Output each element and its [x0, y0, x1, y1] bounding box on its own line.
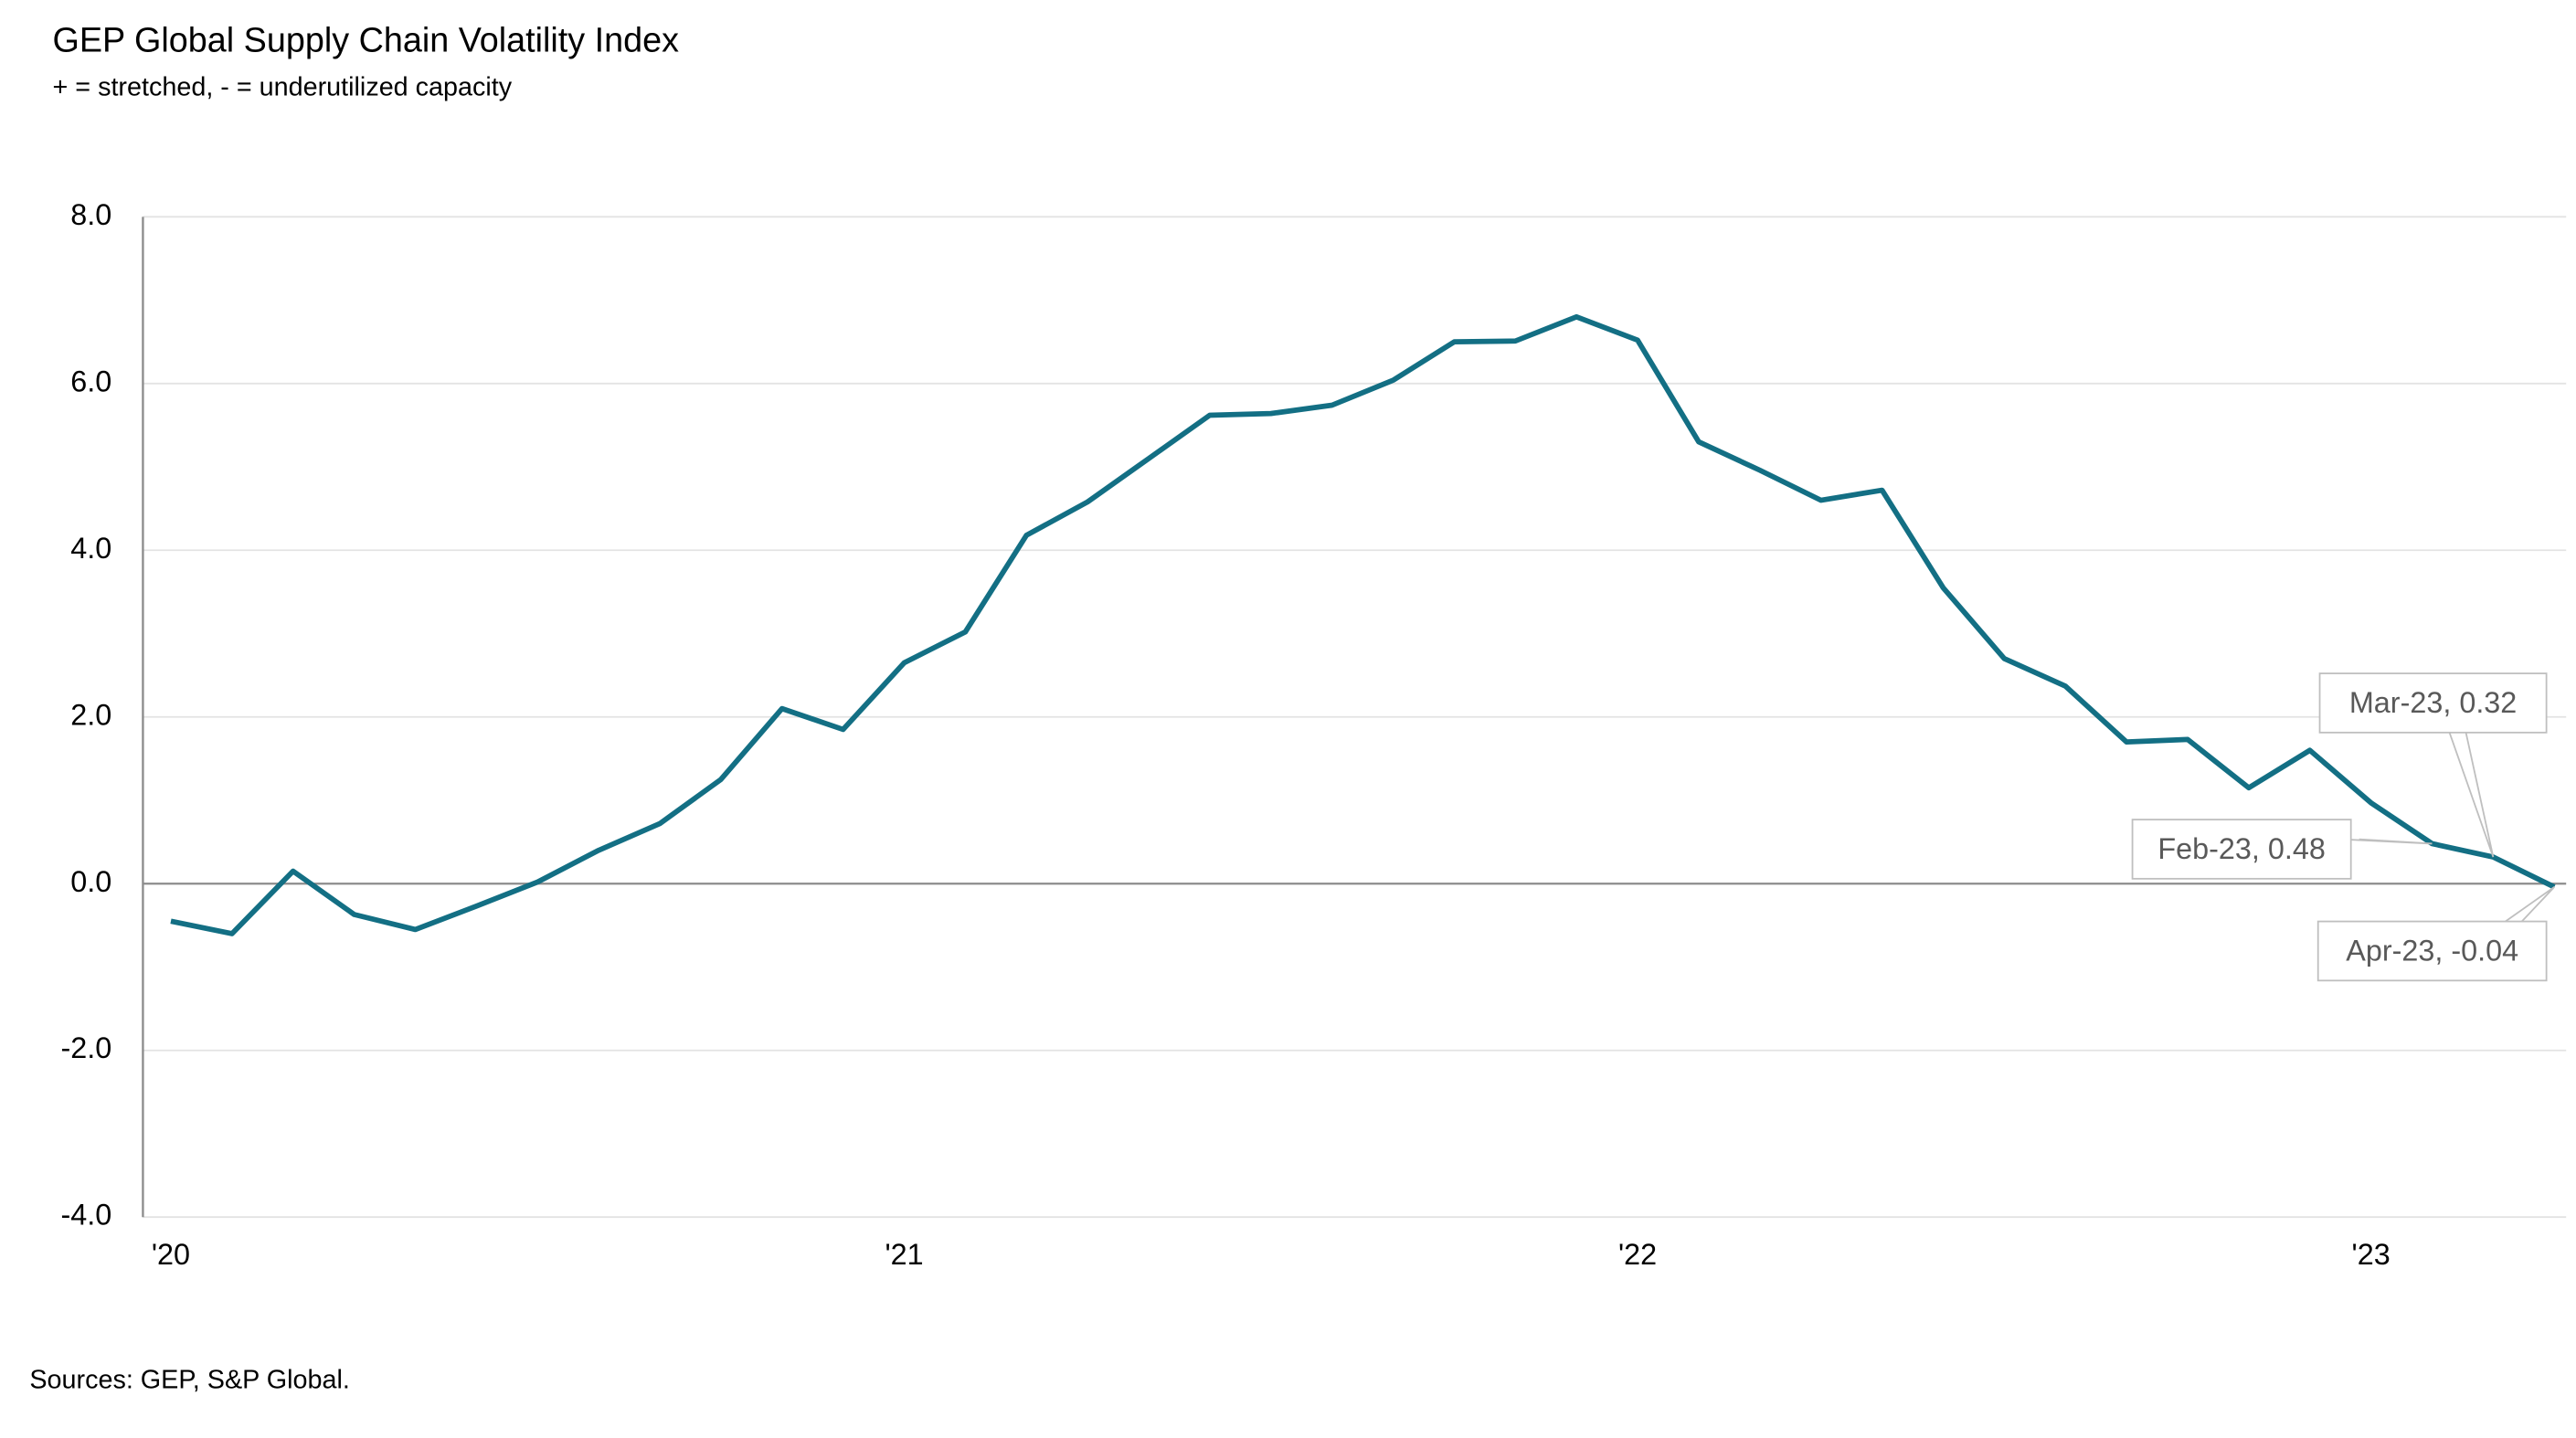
- y-tick-label: -2.0: [60, 1031, 111, 1064]
- x-tick-label: '21: [885, 1238, 923, 1271]
- data-label: Apr-23, -0.04: [2346, 934, 2518, 967]
- y-tick-label: 8.0: [70, 198, 111, 231]
- data-label: Mar-23, 0.32: [2349, 686, 2517, 719]
- series-line: [170, 313, 2556, 936]
- callout-box: [2316, 920, 2548, 982]
- data-label: Feb-23, 0.48: [2157, 832, 2326, 865]
- y-tick-label: 4.0: [70, 532, 111, 565]
- y-tick-label: -4.0: [60, 1199, 111, 1232]
- callout-box: [2131, 819, 2352, 880]
- chart-title: GEP Global Supply Chain Volatility Index: [53, 21, 680, 59]
- chart-subtitle: + = stretched, - = underutilized capacit…: [53, 73, 513, 102]
- callout-box: [2318, 672, 2548, 734]
- x-tick-label: '20: [152, 1238, 190, 1271]
- callout-leader: [2505, 886, 2555, 923]
- y-tick-label: 6.0: [70, 365, 111, 397]
- callout-leader: [2448, 732, 2495, 858]
- callout-leader: [2342, 838, 2433, 845]
- source-note: Sources: GEP, S&P Global.: [29, 1366, 350, 1395]
- x-tick-label: '22: [1618, 1238, 1657, 1271]
- y-tick-label: 0.0: [70, 865, 111, 898]
- x-tick-label: '23: [2352, 1238, 2390, 1271]
- y-tick-label: 2.0: [70, 698, 111, 731]
